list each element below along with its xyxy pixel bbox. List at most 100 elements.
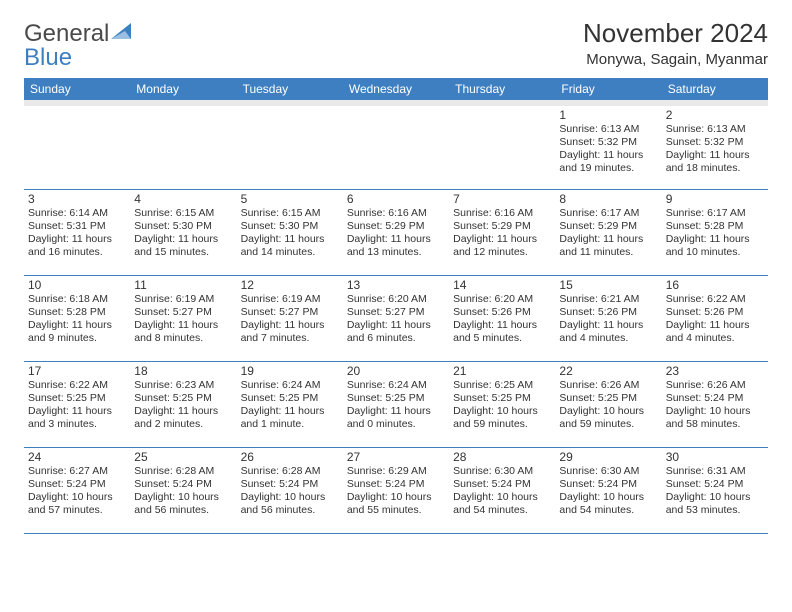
calendar-cell: 22Sunrise: 6:26 AMSunset: 5:25 PMDayligh… bbox=[555, 361, 661, 447]
calendar-cell: 10Sunrise: 6:18 AMSunset: 5:28 PMDayligh… bbox=[24, 275, 130, 361]
calendar-cell: 13Sunrise: 6:20 AMSunset: 5:27 PMDayligh… bbox=[343, 275, 449, 361]
day-number: 4 bbox=[134, 192, 232, 206]
calendar-cell: 8Sunrise: 6:17 AMSunset: 5:29 PMDaylight… bbox=[555, 189, 661, 275]
weekday-tuesday: Tuesday bbox=[237, 78, 343, 103]
calendar-cell: 5Sunrise: 6:15 AMSunset: 5:30 PMDaylight… bbox=[237, 189, 343, 275]
day-number: 24 bbox=[28, 450, 126, 464]
day-info: Sunrise: 6:21 AMSunset: 5:26 PMDaylight:… bbox=[559, 293, 657, 346]
brand-logo: General Blue bbox=[24, 22, 133, 70]
day-info: Sunrise: 6:24 AMSunset: 5:25 PMDaylight:… bbox=[241, 379, 339, 432]
day-info: Sunrise: 6:22 AMSunset: 5:26 PMDaylight:… bbox=[666, 293, 764, 346]
calendar-cell: 18Sunrise: 6:23 AMSunset: 5:25 PMDayligh… bbox=[130, 361, 236, 447]
calendar-cell: 9Sunrise: 6:17 AMSunset: 5:28 PMDaylight… bbox=[662, 189, 768, 275]
day-number: 25 bbox=[134, 450, 232, 464]
calendar-cell: 1Sunrise: 6:13 AMSunset: 5:32 PMDaylight… bbox=[555, 103, 661, 189]
sail-icon bbox=[111, 21, 133, 41]
day-number: 26 bbox=[241, 450, 339, 464]
day-number: 28 bbox=[453, 450, 551, 464]
day-number: 7 bbox=[453, 192, 551, 206]
day-number: 23 bbox=[666, 364, 764, 378]
calendar-cell: 21Sunrise: 6:25 AMSunset: 5:25 PMDayligh… bbox=[449, 361, 555, 447]
calendar-cell: 28Sunrise: 6:30 AMSunset: 5:24 PMDayligh… bbox=[449, 447, 555, 533]
day-number: 29 bbox=[559, 450, 657, 464]
calendar-cell: 3Sunrise: 6:14 AMSunset: 5:31 PMDaylight… bbox=[24, 189, 130, 275]
header: General Blue November 2024 Monywa, Sagai… bbox=[24, 18, 768, 70]
day-info: Sunrise: 6:19 AMSunset: 5:27 PMDaylight:… bbox=[134, 293, 232, 346]
day-info: Sunrise: 6:19 AMSunset: 5:27 PMDaylight:… bbox=[241, 293, 339, 346]
day-number: 1 bbox=[559, 108, 657, 122]
weekday-friday: Friday bbox=[555, 78, 661, 103]
day-info: Sunrise: 6:30 AMSunset: 5:24 PMDaylight:… bbox=[559, 465, 657, 518]
weekday-wednesday: Wednesday bbox=[343, 78, 449, 103]
day-info: Sunrise: 6:20 AMSunset: 5:27 PMDaylight:… bbox=[347, 293, 445, 346]
day-info: Sunrise: 6:14 AMSunset: 5:31 PMDaylight:… bbox=[28, 207, 126, 260]
calendar-cell: 7Sunrise: 6:16 AMSunset: 5:29 PMDaylight… bbox=[449, 189, 555, 275]
day-info: Sunrise: 6:20 AMSunset: 5:26 PMDaylight:… bbox=[453, 293, 551, 346]
calendar-cell bbox=[237, 103, 343, 189]
day-number: 17 bbox=[28, 364, 126, 378]
calendar-cell: 25Sunrise: 6:28 AMSunset: 5:24 PMDayligh… bbox=[130, 447, 236, 533]
calendar-cell: 14Sunrise: 6:20 AMSunset: 5:26 PMDayligh… bbox=[449, 275, 555, 361]
calendar-cell: 16Sunrise: 6:22 AMSunset: 5:26 PMDayligh… bbox=[662, 275, 768, 361]
day-info: Sunrise: 6:23 AMSunset: 5:25 PMDaylight:… bbox=[134, 379, 232, 432]
day-number: 11 bbox=[134, 278, 232, 292]
calendar-table: SundayMondayTuesdayWednesdayThursdayFrid… bbox=[24, 78, 768, 534]
day-info: Sunrise: 6:30 AMSunset: 5:24 PMDaylight:… bbox=[453, 465, 551, 518]
calendar-cell: 26Sunrise: 6:28 AMSunset: 5:24 PMDayligh… bbox=[237, 447, 343, 533]
calendar-row: 3Sunrise: 6:14 AMSunset: 5:31 PMDaylight… bbox=[24, 189, 768, 275]
day-number: 18 bbox=[134, 364, 232, 378]
calendar-cell: 15Sunrise: 6:21 AMSunset: 5:26 PMDayligh… bbox=[555, 275, 661, 361]
day-number: 19 bbox=[241, 364, 339, 378]
calendar-cell: 11Sunrise: 6:19 AMSunset: 5:27 PMDayligh… bbox=[130, 275, 236, 361]
calendar-body: 1Sunrise: 6:13 AMSunset: 5:32 PMDaylight… bbox=[24, 103, 768, 533]
location: Monywa, Sagain, Myanmar bbox=[583, 51, 768, 68]
day-number: 3 bbox=[28, 192, 126, 206]
day-info: Sunrise: 6:18 AMSunset: 5:28 PMDaylight:… bbox=[28, 293, 126, 346]
weekday-thursday: Thursday bbox=[449, 78, 555, 103]
day-number: 2 bbox=[666, 108, 764, 122]
day-info: Sunrise: 6:15 AMSunset: 5:30 PMDaylight:… bbox=[134, 207, 232, 260]
weekday-sunday: Sunday bbox=[24, 78, 130, 103]
day-info: Sunrise: 6:28 AMSunset: 5:24 PMDaylight:… bbox=[134, 465, 232, 518]
day-number: 14 bbox=[453, 278, 551, 292]
calendar-cell: 2Sunrise: 6:13 AMSunset: 5:32 PMDaylight… bbox=[662, 103, 768, 189]
day-info: Sunrise: 6:16 AMSunset: 5:29 PMDaylight:… bbox=[347, 207, 445, 260]
calendar-cell: 6Sunrise: 6:16 AMSunset: 5:29 PMDaylight… bbox=[343, 189, 449, 275]
day-info: Sunrise: 6:25 AMSunset: 5:25 PMDaylight:… bbox=[453, 379, 551, 432]
day-info: Sunrise: 6:29 AMSunset: 5:24 PMDaylight:… bbox=[347, 465, 445, 518]
day-info: Sunrise: 6:13 AMSunset: 5:32 PMDaylight:… bbox=[559, 123, 657, 176]
calendar-cell bbox=[24, 103, 130, 189]
calendar-cell: 24Sunrise: 6:27 AMSunset: 5:24 PMDayligh… bbox=[24, 447, 130, 533]
day-number: 20 bbox=[347, 364, 445, 378]
weekday-monday: Monday bbox=[130, 78, 236, 103]
calendar-row: 17Sunrise: 6:22 AMSunset: 5:25 PMDayligh… bbox=[24, 361, 768, 447]
day-number: 9 bbox=[666, 192, 764, 206]
calendar-row: 10Sunrise: 6:18 AMSunset: 5:28 PMDayligh… bbox=[24, 275, 768, 361]
calendar-cell bbox=[449, 103, 555, 189]
day-number: 5 bbox=[241, 192, 339, 206]
day-number: 10 bbox=[28, 278, 126, 292]
day-number: 6 bbox=[347, 192, 445, 206]
calendar-cell bbox=[130, 103, 236, 189]
calendar-cell: 23Sunrise: 6:26 AMSunset: 5:24 PMDayligh… bbox=[662, 361, 768, 447]
calendar-cell: 19Sunrise: 6:24 AMSunset: 5:25 PMDayligh… bbox=[237, 361, 343, 447]
day-info: Sunrise: 6:17 AMSunset: 5:28 PMDaylight:… bbox=[666, 207, 764, 260]
day-info: Sunrise: 6:16 AMSunset: 5:29 PMDaylight:… bbox=[453, 207, 551, 260]
day-info: Sunrise: 6:31 AMSunset: 5:24 PMDaylight:… bbox=[666, 465, 764, 518]
day-number: 12 bbox=[241, 278, 339, 292]
calendar-cell: 20Sunrise: 6:24 AMSunset: 5:25 PMDayligh… bbox=[343, 361, 449, 447]
calendar-cell bbox=[343, 103, 449, 189]
day-info: Sunrise: 6:15 AMSunset: 5:30 PMDaylight:… bbox=[241, 207, 339, 260]
day-number: 13 bbox=[347, 278, 445, 292]
day-info: Sunrise: 6:13 AMSunset: 5:32 PMDaylight:… bbox=[666, 123, 764, 176]
day-number: 16 bbox=[666, 278, 764, 292]
day-info: Sunrise: 6:17 AMSunset: 5:29 PMDaylight:… bbox=[559, 207, 657, 260]
calendar-cell: 12Sunrise: 6:19 AMSunset: 5:27 PMDayligh… bbox=[237, 275, 343, 361]
day-number: 22 bbox=[559, 364, 657, 378]
calendar-cell: 30Sunrise: 6:31 AMSunset: 5:24 PMDayligh… bbox=[662, 447, 768, 533]
day-info: Sunrise: 6:27 AMSunset: 5:24 PMDaylight:… bbox=[28, 465, 126, 518]
calendar-cell: 29Sunrise: 6:30 AMSunset: 5:24 PMDayligh… bbox=[555, 447, 661, 533]
day-number: 27 bbox=[347, 450, 445, 464]
day-info: Sunrise: 6:22 AMSunset: 5:25 PMDaylight:… bbox=[28, 379, 126, 432]
brand-part2: Blue bbox=[24, 44, 72, 71]
